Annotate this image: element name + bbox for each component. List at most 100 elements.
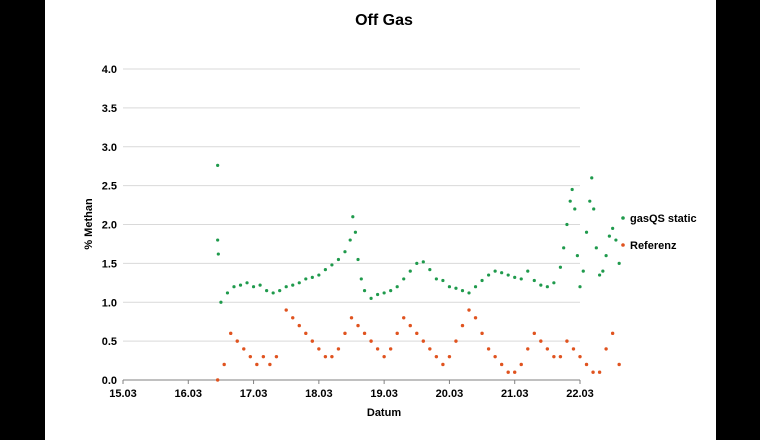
data-point-gasqs-static — [336, 257, 341, 262]
x-tick-labels: 15.03 16.03 17.03 18.03 19.03 20.03 21.03 22.03 — [109, 380, 594, 400]
data-point-referenz — [356, 323, 360, 328]
x-tick-label: 16.03 — [175, 388, 203, 400]
data-point-gasqs-static — [310, 275, 314, 279]
data-point-referenz — [343, 331, 347, 336]
data-point-gasqs-static — [601, 269, 605, 273]
data-point-referenz — [493, 354, 497, 359]
data-point-referenz — [274, 354, 279, 359]
x-tick-label: 21.03 — [501, 388, 529, 400]
y-tick-label: 4.0 — [102, 64, 117, 76]
data-point-gasqs-static — [389, 288, 393, 293]
data-point-gasqs-static — [487, 273, 491, 277]
data-point-gasqs-static — [348, 238, 352, 242]
x-tick-label: 22.03 — [566, 388, 594, 400]
legend-label-referenz: Referenz — [630, 240, 677, 252]
data-point-gasqs-static — [480, 278, 484, 283]
data-point-gasqs-static — [297, 281, 301, 285]
data-point-gasqs-static — [575, 254, 579, 258]
data-point-referenz — [330, 354, 334, 359]
data-point-referenz — [460, 323, 465, 328]
grid-lines — [123, 68, 580, 381]
data-point-referenz — [499, 362, 504, 367]
data-point-referenz — [375, 347, 380, 351]
data-point-gasqs-static — [568, 199, 572, 203]
y-tick-label: 2.5 — [102, 181, 117, 193]
data-point-gasqs-static — [570, 187, 574, 192]
data-point-gasqs-static — [604, 254, 608, 258]
data-point-referenz — [222, 362, 226, 367]
data-point-referenz — [597, 370, 602, 374]
data-point-referenz — [369, 339, 373, 343]
data-point-referenz — [388, 347, 393, 351]
data-point-referenz — [261, 354, 266, 359]
chart-svg: Off Gas 0.0 0.5 1.0 1.5 2.0 2.5 3.0 3.5 4.0 15.0… — [83, 12, 697, 419]
data-point-gasqs-static — [265, 288, 269, 293]
y-tick-label: 0.5 — [102, 336, 117, 348]
y-tick-label: 2.0 — [102, 220, 117, 232]
data-point-gasqs-static — [473, 285, 478, 289]
data-point-referenz — [415, 331, 419, 336]
data-point-referenz — [480, 331, 484, 336]
data-point-gasqs-static — [565, 222, 569, 227]
y-tick-labels: 0.0 0.5 1.0 1.5 2.0 2.5 3.0 3.5 4.0 — [102, 64, 117, 387]
data-point-gasqs-static — [278, 288, 282, 293]
data-point-referenz — [552, 354, 556, 359]
data-point-gasqs-static — [454, 286, 458, 290]
x-tick-label: 20.03 — [436, 388, 464, 400]
data-point-gasqs-static — [441, 278, 445, 283]
legend-marker-gasqs-static — [621, 216, 625, 220]
data-point-gasqs-static — [519, 277, 523, 281]
data-point-referenz — [506, 370, 510, 374]
data-point-referenz — [578, 354, 582, 359]
chart-panel: Off Gas 0.0 0.5 1.0 1.5 2.0 2.5 3.0 3.5 4.0 15.0… — [45, 0, 716, 440]
data-point-referenz — [395, 331, 399, 336]
data-point-gasqs-static — [513, 275, 517, 279]
data-point-referenz — [317, 347, 321, 351]
data-point-gasqs-static — [539, 283, 543, 287]
y-tick-label: 1.5 — [102, 258, 117, 270]
data-point-gasqs-static — [562, 246, 566, 250]
data-point-gasqs-static — [351, 215, 355, 219]
data-point-gasqs-static — [258, 283, 262, 287]
data-point-referenz — [349, 316, 354, 320]
data-point-referenz — [248, 354, 253, 359]
data-point-referenz — [421, 339, 426, 343]
data-point-referenz — [473, 316, 478, 320]
data-point-gasqs-static — [225, 291, 230, 295]
data-point-gasqs-static — [251, 285, 256, 289]
x-axis-title: Datum — [367, 407, 401, 419]
data-point-gasqs-static — [532, 278, 536, 283]
series-referenz — [215, 308, 621, 382]
data-point-gasqs-static — [216, 163, 220, 168]
data-point-gasqs-static — [614, 238, 618, 242]
data-point-gasqs-static — [317, 273, 321, 277]
data-point-gasqs-static — [376, 292, 380, 297]
data-point-referenz — [545, 347, 550, 351]
x-tick-label: 17.03 — [240, 388, 268, 400]
y-tick-label: 0.0 — [102, 375, 117, 387]
data-point-gasqs-static — [500, 271, 504, 275]
data-point-referenz — [571, 347, 576, 351]
data-point-referenz — [297, 323, 301, 328]
data-point-gasqs-static — [584, 230, 589, 234]
data-point-gasqs-static — [573, 207, 577, 211]
data-point-referenz — [402, 316, 406, 320]
data-point-referenz — [255, 362, 259, 367]
data-point-gasqs-static — [428, 268, 432, 272]
data-point-gasqs-static — [369, 296, 373, 300]
data-point-referenz — [584, 362, 589, 367]
data-point-gasqs-static — [353, 230, 358, 234]
data-point-gasqs-static — [493, 269, 497, 273]
data-point-gasqs-static — [506, 273, 510, 277]
data-point-referenz — [526, 347, 530, 351]
data-point-gasqs-static — [291, 283, 295, 287]
data-point-referenz — [513, 370, 517, 374]
data-point-gasqs-static — [594, 246, 598, 250]
data-point-referenz — [539, 339, 543, 343]
data-point-gasqs-static — [421, 260, 425, 264]
data-point-referenz — [304, 331, 308, 336]
data-point-referenz — [242, 347, 246, 351]
data-point-gasqs-static — [271, 291, 275, 295]
x-tick-label: 19.03 — [370, 388, 398, 400]
data-point-referenz — [291, 316, 295, 320]
